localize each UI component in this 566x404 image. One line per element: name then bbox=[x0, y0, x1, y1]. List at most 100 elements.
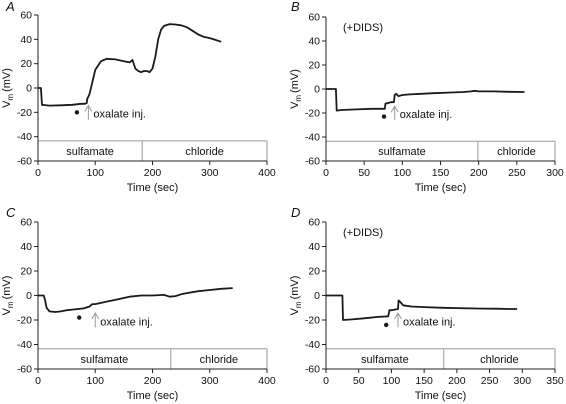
y-axis-subscript: m bbox=[294, 95, 303, 102]
injection-arrow-head bbox=[84, 104, 93, 112]
membrane-potential-trace bbox=[38, 287, 233, 313]
y-tick-label: 0 bbox=[26, 83, 32, 95]
solution-label-sulfamate: sulfamate bbox=[361, 354, 409, 366]
panel-letter: B bbox=[291, 0, 300, 14]
y-axis-title: Vm (mV) bbox=[1, 68, 15, 108]
y-tick-label: 0 bbox=[26, 290, 32, 302]
y-tick-label: -40 bbox=[305, 339, 320, 351]
y-tick-label: 0 bbox=[314, 84, 320, 96]
dot-marker bbox=[74, 110, 80, 115]
y-tick-label: 40 bbox=[308, 36, 320, 48]
x-axis-title: Time (sec) bbox=[127, 390, 179, 402]
condition-note: (+DIDS) bbox=[343, 227, 383, 239]
x-tick-label: 200 bbox=[448, 375, 466, 387]
x-tick-label: 300 bbox=[201, 375, 219, 387]
x-axis-title: Time (sec) bbox=[415, 182, 467, 194]
x-tick-label: 0 bbox=[35, 375, 41, 387]
y-tick-label: 40 bbox=[20, 241, 32, 253]
x-tick-label: 300 bbox=[201, 167, 219, 179]
solution-bar: sulfamate chloride bbox=[326, 348, 556, 369]
solution-label-chloride: chloride bbox=[200, 354, 239, 366]
injection-annotation: oxalate inj. bbox=[403, 316, 456, 328]
membrane-potential-trace bbox=[326, 88, 525, 112]
panel-d: D (+DIDS) sulfamate chloride -60 -40 -20 0 20 40 6… bbox=[289, 205, 564, 402]
solution-bar: sulfamate chloride bbox=[326, 140, 556, 161]
x-tick-label: 0 bbox=[323, 375, 329, 387]
x-tick-label: 50 bbox=[353, 375, 365, 387]
y-axis-unit: (mV) bbox=[289, 276, 301, 300]
y-tick-label: -20 bbox=[17, 315, 32, 327]
y-tick-label: 0 bbox=[314, 290, 320, 302]
y-axis-unit: (mV) bbox=[1, 276, 13, 300]
x-tick-label: 100 bbox=[86, 167, 104, 179]
y-tick-label: 60 bbox=[308, 217, 320, 229]
y-tick-label: 40 bbox=[308, 241, 320, 253]
x-tick-label: 150 bbox=[415, 375, 433, 387]
solution-label-sulfamate: sulfamate bbox=[378, 146, 426, 158]
y-tick-label: -60 bbox=[305, 156, 320, 168]
condition-note: (+DIDS) bbox=[343, 22, 383, 34]
x-tick-label: 350 bbox=[546, 375, 564, 387]
x-tick-label: 300 bbox=[546, 167, 564, 179]
y-axis-symbol: V bbox=[289, 101, 301, 109]
solution-label-chloride: chloride bbox=[497, 146, 536, 158]
x-tick-label: 100 bbox=[383, 375, 401, 387]
injection-arrow-head bbox=[91, 312, 100, 320]
x-tick-label: 200 bbox=[470, 167, 488, 179]
x-axis-title: Time (sec) bbox=[415, 390, 467, 402]
membrane-potential-trace bbox=[38, 23, 222, 107]
y-tick-label: -20 bbox=[305, 108, 320, 120]
y-tick-label: 40 bbox=[20, 34, 32, 46]
x-tick-label: 100 bbox=[394, 167, 412, 179]
y-tick-label: -20 bbox=[305, 315, 320, 327]
solution-label-chloride: chloride bbox=[480, 354, 519, 366]
y-tick-label: -40 bbox=[17, 131, 32, 143]
injection-arrow-head bbox=[390, 105, 399, 113]
injection-annotation: oxalate inj. bbox=[400, 109, 453, 121]
y-tick-label: -40 bbox=[17, 339, 32, 351]
solution-label-chloride: chloride bbox=[185, 146, 224, 158]
x-tick-label: 250 bbox=[481, 375, 499, 387]
y-tick-label: -20 bbox=[17, 107, 32, 119]
y-axis-title: Vm(mV) bbox=[289, 276, 303, 316]
y-axis-title: Vm(mV) bbox=[289, 69, 303, 109]
x-axis-title: Time (sec) bbox=[127, 182, 179, 194]
y-tick-label: 60 bbox=[308, 12, 320, 24]
y-tick-label: 20 bbox=[20, 58, 32, 70]
y-axis-unit: (mV) bbox=[1, 68, 13, 92]
x-tick-label: 300 bbox=[514, 375, 532, 387]
panel-b: B (+DIDS) sulfamate chloride -60 -40 -20 0 20 40 6… bbox=[289, 0, 564, 194]
dot-marker bbox=[77, 315, 82, 320]
x-tick-label: 100 bbox=[86, 375, 104, 387]
y-axis-symbol: V bbox=[289, 307, 301, 315]
y-axis-symbol: V bbox=[1, 100, 13, 108]
y-axis-subscript: m bbox=[6, 301, 15, 308]
x-tick-label: 200 bbox=[144, 375, 162, 387]
solution-label-sulfamate: sulfamate bbox=[81, 354, 129, 366]
x-tick-label: 400 bbox=[258, 167, 276, 179]
injection-annotation: oxalate inj. bbox=[93, 109, 146, 121]
panel-letter: A bbox=[5, 0, 15, 14]
y-axis-title: Vm(mV) bbox=[1, 276, 15, 316]
solution-bar: sulfamate chloride bbox=[38, 140, 268, 161]
x-tick-label: 0 bbox=[323, 167, 329, 179]
x-tick-label: 150 bbox=[432, 167, 450, 179]
y-axis-subscript: m bbox=[6, 94, 15, 101]
panel-letter: D bbox=[291, 205, 300, 220]
y-tick-label: 60 bbox=[20, 10, 32, 22]
y-tick-label: -60 bbox=[305, 364, 320, 376]
x-tick-label: 200 bbox=[144, 167, 162, 179]
y-tick-label: -40 bbox=[305, 132, 320, 144]
y-tick-label: 20 bbox=[308, 266, 320, 278]
y-tick-label: 60 bbox=[20, 217, 32, 229]
injection-arrow-head bbox=[394, 312, 402, 320]
membrane-potential-trace bbox=[326, 294, 518, 321]
x-tick-label: 250 bbox=[508, 167, 526, 179]
y-tick-label: -60 bbox=[17, 156, 32, 168]
solution-label-sulfamate: sulfamate bbox=[66, 146, 114, 158]
x-tick-label: 0 bbox=[35, 167, 41, 179]
injection-annotation: oxalate inj. bbox=[100, 316, 153, 328]
